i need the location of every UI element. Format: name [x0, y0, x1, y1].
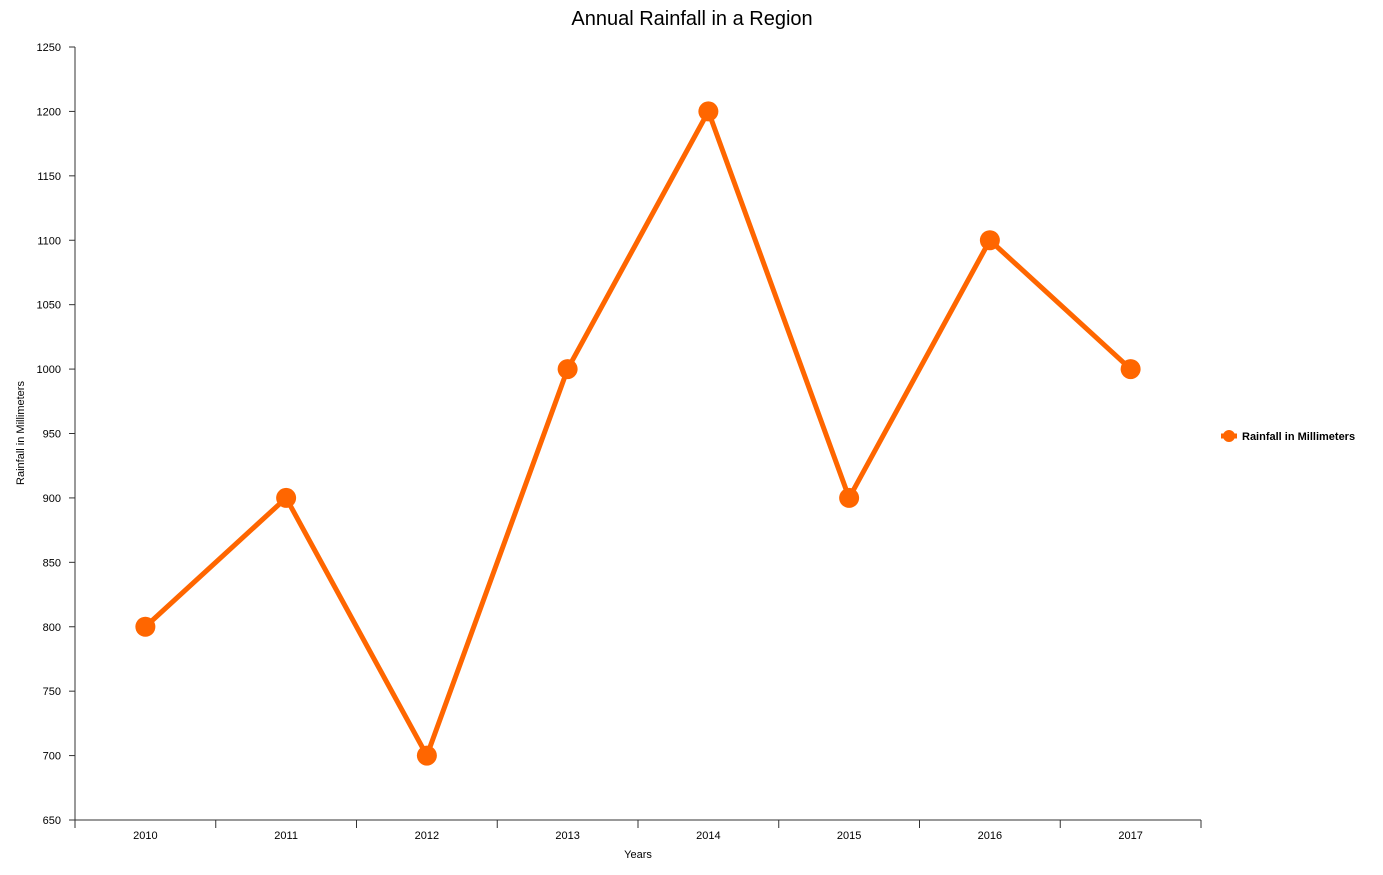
data-point	[979, 230, 1000, 251]
y-tick-label: 800	[43, 622, 61, 634]
y-tick-label: 850	[43, 557, 61, 569]
y-tick-label: 1150	[37, 171, 61, 183]
x-axis: 2010 2011 2012 2013 2014 2015 2016 2017	[74, 819, 1202, 842]
data-point	[135, 616, 156, 637]
data-point	[839, 487, 860, 508]
x-tick-label: 2010	[133, 830, 157, 842]
x-tick-label: 2014	[696, 830, 720, 842]
plot-area	[135, 101, 1141, 766]
y-tick-label: 1250	[37, 42, 61, 54]
x-axis-label: Years	[624, 849, 652, 861]
y-tick-label: 1050	[37, 300, 61, 312]
y-tick-label: 950	[43, 429, 61, 441]
y-axis: 650 700 750 800 850 900 950 1000 1050 1100 1150 120…	[37, 42, 76, 827]
y-tick-label: 1000	[37, 364, 61, 376]
chart-title: Annual Rainfall in a Region	[571, 8, 812, 30]
legend-marker-swatch	[1223, 430, 1235, 442]
data-point	[698, 101, 719, 122]
y-axis-label: Rainfall in Millimeters	[15, 381, 27, 485]
x-tick-label: 2017	[1118, 830, 1142, 842]
x-tick-label: 2016	[978, 830, 1002, 842]
legend[interactable]: Rainfall in Millimeters	[1221, 430, 1355, 443]
data-point	[416, 745, 437, 766]
x-tick-label: 2011	[274, 830, 298, 842]
x-tick-label: 2012	[415, 830, 439, 842]
y-tick-label: 700	[43, 751, 61, 763]
data-point	[557, 359, 578, 380]
legend-label: Rainfall in Millimeters	[1242, 431, 1355, 443]
y-tick-label: 650	[43, 815, 61, 827]
y-tick-label: 1100	[37, 235, 61, 247]
y-tick-label: 750	[43, 686, 61, 698]
data-point	[276, 487, 297, 508]
x-tick-label: 2013	[555, 830, 579, 842]
series-line	[142, 108, 1134, 759]
x-tick-label: 2015	[837, 830, 861, 842]
y-tick-label: 1200	[37, 106, 61, 118]
y-tick-label: 900	[43, 493, 61, 505]
data-point	[1120, 359, 1141, 380]
